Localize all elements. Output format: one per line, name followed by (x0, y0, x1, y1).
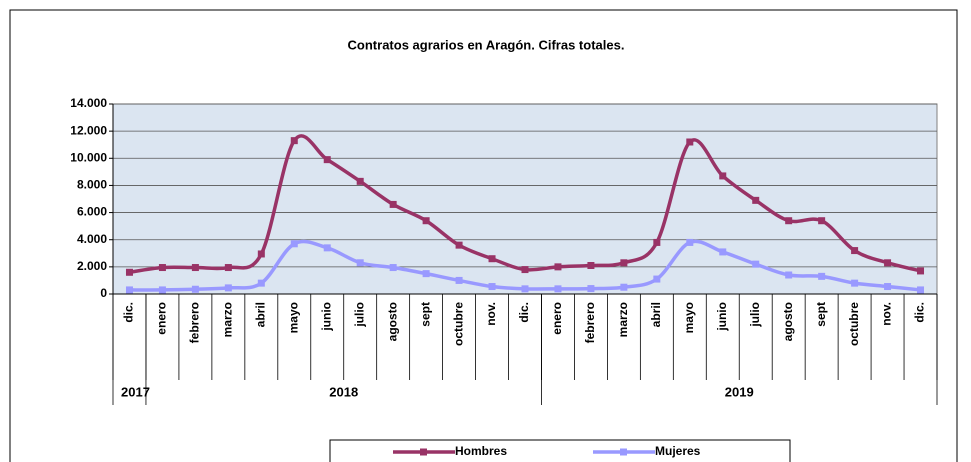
x-tick-label: mayo (682, 302, 696, 333)
x-tick-label: agosto (781, 302, 795, 341)
x-tick-label: sept (418, 302, 432, 327)
point-marker (620, 259, 628, 267)
y-tick-label: 12.000 (70, 123, 107, 137)
point-marker (521, 266, 529, 274)
point-marker (356, 177, 364, 185)
point-marker (455, 276, 463, 284)
point-marker (257, 250, 265, 258)
group-label: 2017 (121, 384, 150, 399)
point-marker (818, 217, 826, 225)
point-marker (257, 279, 265, 287)
point-marker (917, 267, 925, 275)
x-tick-label: octubre (847, 302, 861, 346)
point-marker (752, 260, 760, 268)
x-tick-label: julio (748, 302, 762, 328)
point-marker (719, 172, 727, 180)
point-marker (884, 259, 892, 267)
point-marker (158, 264, 166, 272)
point-marker (488, 283, 496, 291)
point-marker (488, 255, 496, 263)
point-marker (422, 270, 430, 278)
y-tick-label: 4.000 (77, 232, 107, 246)
x-tick-label: abril (253, 302, 267, 327)
x-tick-label: junio (319, 302, 333, 332)
point-marker (686, 138, 694, 146)
point-marker (587, 285, 595, 293)
x-tick-label: nov. (880, 302, 894, 326)
x-tick-label: febrero (583, 302, 597, 343)
y-tick-label: 14.000 (70, 96, 107, 110)
point-marker (818, 272, 826, 280)
x-tick-label: mayo (286, 302, 300, 333)
group-label: 2018 (329, 384, 358, 399)
point-marker (719, 248, 727, 256)
point-marker (455, 241, 463, 249)
y-tick-label: 10.000 (70, 150, 107, 164)
x-tick-label: enero (550, 302, 564, 335)
point-marker (224, 264, 232, 272)
point-marker (389, 264, 397, 272)
point-marker (785, 217, 793, 225)
point-marker (158, 286, 166, 294)
point-marker (224, 284, 232, 292)
point-marker (323, 156, 331, 164)
plot-area (112, 103, 938, 295)
x-tick-label: octubre (451, 302, 465, 346)
point-marker (653, 275, 661, 283)
point-marker (191, 264, 199, 272)
legend-label: Hombres (455, 444, 507, 458)
y-tick-label: 8.000 (77, 178, 107, 192)
point-marker (389, 200, 397, 208)
x-tick-label: enero (155, 302, 169, 335)
point-marker (851, 247, 859, 255)
point-marker (422, 217, 430, 225)
x-tick-label: marzo (221, 302, 235, 337)
x-tick-label: agosto (385, 302, 399, 341)
point-marker (587, 262, 595, 269)
x-tick-label: sept (814, 302, 828, 327)
legend-marker (620, 448, 627, 456)
y-tick-label: 6.000 (77, 205, 107, 219)
point-marker (191, 285, 199, 293)
x-tick-label: nov. (484, 302, 498, 326)
y-tick-label: 0 (100, 286, 107, 300)
point-marker (785, 271, 793, 279)
legend-box (329, 439, 791, 462)
x-tick-label: dic. (122, 302, 136, 323)
x-tick-label: marzo (616, 302, 630, 337)
legend-label: Mujeres (655, 444, 701, 458)
point-marker (884, 283, 892, 291)
point-marker (620, 283, 628, 291)
point-marker (521, 285, 529, 293)
x-tick-label: junio (715, 302, 729, 332)
point-marker (752, 196, 760, 204)
group-label: 2019 (725, 384, 754, 399)
x-tick-label: febrero (188, 302, 202, 343)
point-marker (356, 259, 364, 267)
point-marker (554, 263, 562, 271)
x-tick-label: abril (649, 302, 663, 327)
point-marker (125, 268, 133, 276)
point-marker (554, 285, 562, 293)
point-marker (125, 286, 133, 294)
point-marker (686, 238, 694, 246)
x-tick-label: dic. (517, 302, 531, 323)
point-marker (290, 137, 298, 145)
legend-marker (420, 448, 427, 456)
chart-title: Contratos agrarios en Aragón. Cifras tot… (348, 37, 625, 52)
point-marker (851, 279, 859, 287)
y-tick-label: 2.000 (77, 259, 107, 273)
point-marker (290, 240, 298, 248)
point-marker (323, 244, 331, 252)
x-tick-label: dic. (913, 302, 927, 323)
point-marker (917, 286, 925, 294)
point-marker (653, 238, 661, 246)
x-tick-label: julio (352, 302, 366, 328)
